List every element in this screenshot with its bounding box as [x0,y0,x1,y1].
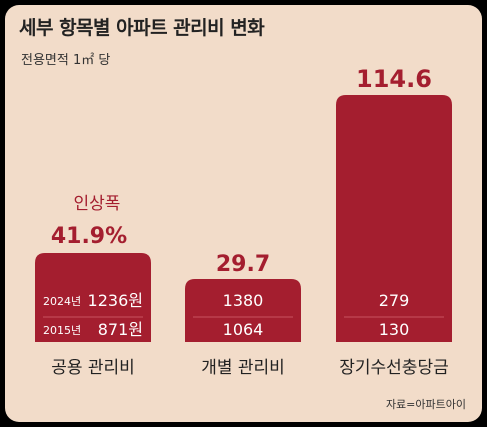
value-label-1: 29.7 [216,252,270,277]
bar-2 [336,95,452,342]
chart-frame: 세부 항목별 아파트 관리비 변화 전용면적 1㎡ 당 공용 관리비 41.9% 2… [5,5,482,422]
series-value-2015-2: 130 [379,320,410,339]
series-value-2015-1: 1064 [223,320,264,339]
chart-title: 세부 항목별 아파트 관리비 변화 [19,17,265,39]
bar-0 [35,253,151,342]
category-label-1: 개별 관리비 [201,358,285,378]
value-label-0: 41.9% [51,224,127,249]
series-value-2024-0: 1236원 [88,291,143,310]
bar-1 [185,279,301,342]
category-label-0: 공용 관리비 [51,358,135,378]
series-name-2015: 2015년 [43,324,81,337]
series-name-2024: 2024년 [43,295,81,308]
source-note: 자료=아파트아이 [385,398,466,411]
chart-subtitle: 전용면적 1㎡ 당 [21,53,111,68]
series-value-2024-2: 279 [379,291,410,310]
category-label-2: 장기수선충당금 [339,358,448,378]
series-value-2024-1: 1380 [223,291,264,310]
series-value-2015-0: 871원 [98,320,143,339]
highlight-label: 인상폭 [74,194,121,214]
value-label-2: 114.6 [356,65,432,93]
